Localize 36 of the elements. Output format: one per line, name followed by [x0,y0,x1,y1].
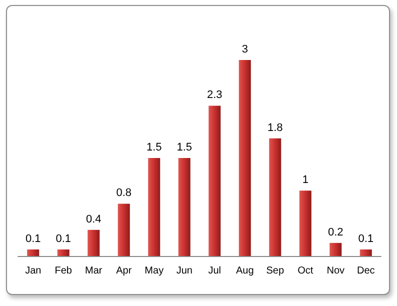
bar [178,158,190,256]
bar [88,230,100,256]
x-tick-label: Feb [54,266,72,276]
bar [57,249,70,256]
bar [208,106,221,256]
data-label: 1.8 [267,122,283,134]
x-tick-label: May [144,266,164,276]
data-label: 1.5 [146,142,162,154]
bar [27,249,40,256]
data-label: 0.1 [56,232,72,245]
data-label: 0.8 [116,187,132,200]
x-tick-label: Mar [85,266,103,276]
x-tick-label: Sep [266,266,284,276]
data-label: 3 [242,44,248,56]
x-tick-label: Jul [208,266,222,276]
bar [360,249,372,256]
x-tick-label: Dec [356,266,375,276]
bar [118,204,130,256]
x-tick-label: Aug [236,266,254,276]
x-tick-label: Jun [176,266,192,276]
data-label: 0.1 [25,232,41,245]
bar [330,242,342,256]
x-tick-label: Oct [298,266,314,276]
data-label: 2.3 [206,89,222,102]
x-tick-label: Jan [25,266,42,276]
data-label: 1 [302,174,308,186]
bar [148,158,160,256]
data-label: 0.4 [86,213,102,226]
bar [238,60,251,256]
x-tick-label: Nov [326,266,345,276]
data-label: 0.1 [358,232,374,245]
x-tick-label: Apr [116,266,132,276]
bar [299,190,312,256]
data-label: 1.5 [176,142,192,154]
bar [269,138,282,256]
data-label: 0.2 [328,226,344,238]
